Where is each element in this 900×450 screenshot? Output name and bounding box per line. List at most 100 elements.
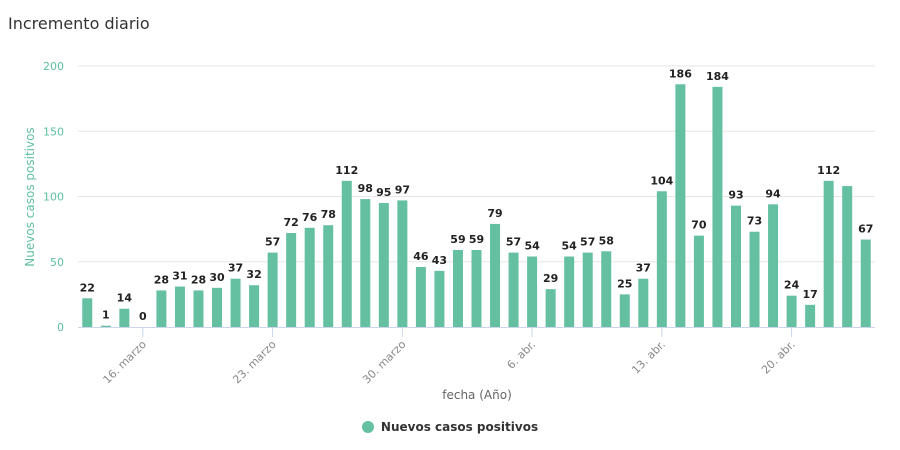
- bar[interactable]: [842, 186, 853, 327]
- bar[interactable]: [174, 286, 185, 327]
- data-label: 37: [228, 262, 243, 275]
- data-label: 72: [283, 216, 298, 229]
- data-label: 37: [636, 262, 651, 275]
- data-label: 79: [487, 207, 502, 220]
- data-label: 57: [265, 236, 280, 249]
- data-label: 28: [191, 273, 206, 286]
- bar[interactable]: [100, 325, 111, 327]
- bar[interactable]: [656, 191, 667, 327]
- bar[interactable]: [490, 223, 501, 327]
- bar[interactable]: [471, 250, 482, 327]
- data-label: 112: [335, 164, 358, 177]
- data-label: 25: [617, 277, 632, 290]
- bar[interactable]: [378, 203, 389, 327]
- x-tick-label: 23. marzo: [230, 338, 279, 387]
- bar[interactable]: [434, 270, 445, 327]
- data-label: 32: [246, 268, 261, 281]
- y-axis-title: Nuevos casos positivos: [23, 127, 37, 266]
- data-label: 76: [302, 211, 318, 224]
- data-label: 57: [580, 236, 595, 249]
- data-label: 93: [728, 189, 743, 202]
- x-axis-ticks: 16. marzo 23. marzo 30. marzo 6. abr. 13. ab…: [101, 327, 798, 386]
- bar[interactable]: [286, 233, 297, 327]
- bar[interactable]: [619, 294, 630, 327]
- bar[interactable]: [156, 290, 167, 327]
- data-label: 31: [172, 270, 187, 283]
- data-label: 29: [543, 272, 558, 285]
- bar[interactable]: [230, 278, 241, 327]
- bar[interactable]: [82, 298, 93, 327]
- legend-marker-icon: [361, 421, 374, 433]
- chart-title: Incremento diario: [8, 14, 150, 33]
- x-axis-title: fecha (Año): [442, 388, 512, 402]
- data-label: 186: [669, 67, 692, 80]
- x-tick-label: 16. marzo: [101, 338, 150, 387]
- bar[interactable]: [712, 86, 723, 327]
- bar[interactable]: [527, 256, 538, 327]
- x-tick-label: 20. abr.: [759, 338, 798, 377]
- data-label: 104: [650, 174, 673, 187]
- y-tick-label: 150: [43, 125, 64, 138]
- bar[interactable]: [304, 227, 315, 327]
- data-label: 59: [450, 233, 465, 246]
- bar[interactable]: [397, 200, 408, 327]
- data-label: 73: [747, 215, 762, 228]
- data-label: 46: [413, 250, 429, 263]
- x-tick-label: 30. marzo: [360, 338, 409, 387]
- legend[interactable]: Nuevos casos positivos: [0, 420, 900, 434]
- data-label: 58: [599, 234, 614, 247]
- data-label: 112: [817, 164, 840, 177]
- bar[interactable]: [564, 256, 575, 327]
- data-label: 30: [209, 271, 225, 284]
- bar[interactable]: [786, 295, 797, 327]
- bar[interactable]: [582, 252, 593, 327]
- bar[interactable]: [452, 250, 463, 327]
- data-label: 43: [432, 254, 447, 267]
- data-label: 94: [765, 187, 781, 200]
- bar[interactable]: [360, 199, 371, 327]
- y-tick-label: 200: [43, 60, 64, 73]
- data-label: 184: [706, 70, 729, 83]
- data-label: 59: [469, 233, 484, 246]
- data-label: 57: [506, 236, 521, 249]
- y-tick-label: 100: [43, 191, 64, 204]
- data-label: 24: [784, 279, 800, 292]
- bar[interactable]: [749, 231, 760, 327]
- data-label: 95: [376, 186, 391, 199]
- bar[interactable]: [508, 252, 519, 327]
- bar[interactable]: [212, 287, 223, 327]
- bar[interactable]: [323, 225, 334, 327]
- bar[interactable]: [805, 304, 816, 327]
- data-label: 1: [102, 309, 110, 322]
- bar[interactable]: [730, 205, 741, 327]
- bar[interactable]: [601, 251, 612, 327]
- data-label: 97: [395, 183, 410, 196]
- bar[interactable]: [675, 84, 686, 328]
- bar[interactable]: [119, 308, 130, 327]
- bar[interactable]: [768, 204, 779, 327]
- y-axis-ticks: 0 50 100 150 200: [43, 60, 64, 334]
- data-label: 54: [562, 240, 578, 253]
- data-label: 0: [139, 310, 147, 323]
- bar[interactable]: [415, 266, 426, 327]
- data-label: 78: [321, 208, 336, 221]
- bar[interactable]: [638, 278, 649, 327]
- bar[interactable]: [545, 289, 556, 327]
- bar[interactable]: [860, 239, 871, 327]
- bars: [82, 84, 871, 328]
- bar[interactable]: [341, 180, 352, 327]
- y-tick-label: 50: [50, 256, 64, 269]
- bar[interactable]: [249, 285, 260, 327]
- bar[interactable]: [267, 252, 278, 327]
- bar[interactable]: [823, 180, 834, 327]
- x-tick-label: 6. abr.: [504, 338, 538, 372]
- data-label: 70: [691, 219, 707, 232]
- data-label: 67: [858, 223, 873, 236]
- x-tick-label: 13. abr.: [629, 338, 668, 377]
- data-label: 17: [802, 288, 817, 301]
- bar[interactable]: [693, 235, 704, 327]
- data-label: 14: [117, 292, 133, 305]
- bar[interactable]: [193, 290, 204, 327]
